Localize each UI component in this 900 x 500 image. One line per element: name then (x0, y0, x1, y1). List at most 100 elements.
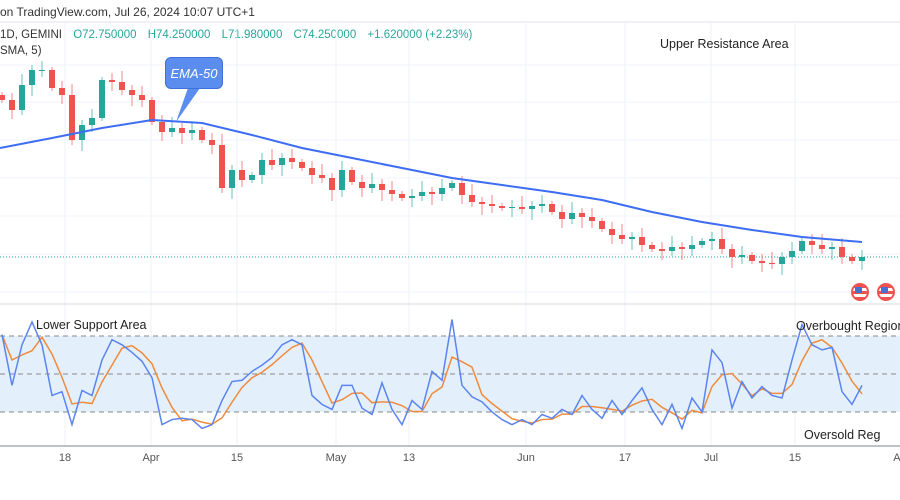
candle-body (159, 122, 165, 132)
candle-body (579, 213, 585, 217)
candle-body (279, 158, 285, 165)
candle-body (109, 80, 115, 82)
candle-body (719, 239, 725, 249)
candle-body (859, 257, 865, 261)
candle-body (199, 130, 205, 140)
candle-body (509, 207, 515, 208)
upper-resistance-label: Upper Resistance Area (660, 37, 789, 51)
close-value: C74.250000 (293, 29, 357, 41)
candle-body (9, 100, 15, 110)
candle-body (249, 175, 255, 180)
ema-50-callout: EMA-50 (165, 57, 223, 89)
stoch-k-line (1, 319, 863, 431)
candle-body (99, 80, 105, 118)
candle-body (479, 202, 485, 204)
candle-body (429, 192, 435, 194)
candle-body (829, 247, 835, 249)
candle-body (49, 70, 55, 88)
candle-body (599, 221, 605, 229)
candle-body (739, 255, 745, 257)
candle-body (679, 247, 685, 249)
x-tick: 15 (788, 452, 802, 464)
candle-body (699, 241, 705, 245)
chart-source-header: on TradingView.com, Jul 26, 2024 10:07 U… (0, 5, 255, 19)
us-flag-icon[interactable] (851, 283, 869, 301)
candle-body (229, 170, 235, 188)
candle-body (319, 175, 325, 178)
candle-body (119, 82, 125, 90)
x-tick: Jun (517, 452, 535, 464)
candle-body (779, 257, 785, 264)
candle-body (789, 251, 795, 257)
candle-body (689, 245, 695, 249)
candle-body (519, 207, 525, 209)
candle-body (259, 160, 265, 175)
candle-body (629, 237, 635, 239)
us-flag-icon[interactable] (877, 283, 895, 301)
x-tick: 15 (230, 452, 244, 464)
candle-body (89, 118, 95, 125)
candle-body (309, 168, 315, 175)
candle-body (209, 140, 215, 145)
candle-body (659, 249, 665, 251)
candle-body (239, 170, 245, 180)
candle-body (359, 182, 365, 188)
candle-body (549, 204, 555, 212)
x-tick: Jul (703, 452, 719, 464)
stoch-d-line (1, 334, 863, 426)
candle-body (419, 192, 425, 196)
candle-body (189, 130, 195, 133)
candle-body (129, 90, 135, 95)
candle-body (19, 85, 25, 110)
candle-body (769, 263, 775, 264)
candle-body (339, 170, 345, 190)
candle-body (139, 95, 145, 100)
candle-body (849, 257, 855, 261)
candle-body (839, 247, 845, 257)
candle-body (589, 217, 595, 221)
candle-body (399, 194, 405, 198)
candle-body (809, 241, 815, 245)
indicator-legend: SMA, 5) (0, 45, 42, 57)
candle-body (709, 239, 715, 241)
oversold-label: Oversold Reg (804, 428, 881, 442)
high-value: H74.250000 (147, 29, 211, 41)
x-tick: Au (893, 452, 900, 464)
ema-50-line (0, 118, 863, 243)
candle-body (639, 237, 645, 245)
x-tick: 13 (402, 452, 416, 464)
candle-body (39, 70, 45, 71)
x-tick: May (325, 452, 347, 464)
candle-body (59, 88, 65, 95)
candle-body (499, 206, 505, 208)
candle-body (169, 128, 175, 132)
candle-body (149, 100, 155, 122)
candle-body (459, 183, 465, 195)
open-value: O72.750000 (73, 29, 137, 41)
candle-body (559, 212, 565, 219)
candle-body (489, 204, 495, 206)
x-tick: 18 (58, 452, 72, 464)
candle-body (299, 162, 305, 168)
candle-body (649, 245, 655, 249)
candle-body (529, 206, 535, 209)
candle-body (409, 196, 415, 198)
candle-body (69, 95, 75, 140)
candle-body (799, 241, 805, 251)
candle-body (289, 158, 295, 162)
candle-body (269, 160, 275, 165)
candle-body (349, 170, 355, 182)
candle-body (569, 213, 575, 219)
candle-body (179, 128, 185, 133)
candle-body (369, 184, 375, 188)
change-value: +1.620000 (+2.23%) (367, 29, 473, 41)
overbought-label: Overbought Region (796, 319, 900, 333)
candle-body (749, 255, 755, 261)
lower-support-label: Lower Support Area (36, 318, 147, 332)
candle-body (819, 245, 825, 249)
candle-body (619, 235, 625, 239)
candle-body (439, 188, 445, 194)
callout-pointer (176, 88, 200, 122)
candle-body (669, 247, 675, 251)
